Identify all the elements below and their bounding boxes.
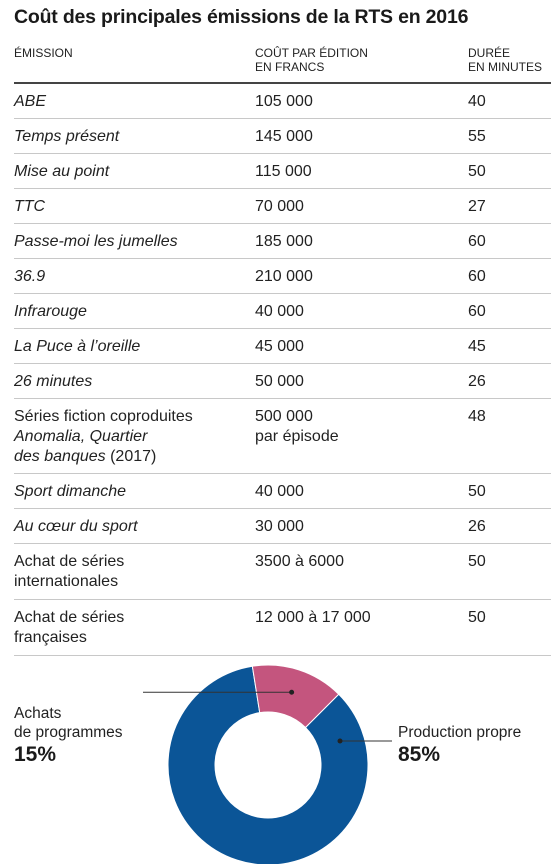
label-production: Production propre [398, 724, 522, 741]
emission-cost: 40 000 [255, 303, 304, 320]
emission-name: 26 minutes [14, 373, 93, 390]
emission-cost: 500 000 par épisode [255, 408, 339, 445]
emission-name: Achat de séries françaises [14, 609, 125, 646]
emission-duration: 26 [468, 373, 486, 390]
pct-production: 85% [398, 743, 441, 766]
pct-achats: 15% [14, 743, 57, 766]
emission-name: La Puce à l’oreille [14, 338, 141, 355]
emission-cost: 3500 à 6000 [255, 553, 344, 570]
table-row: Séries fiction coproduites Anomalia, Qua… [14, 399, 551, 474]
emission-duration: 27 [468, 198, 486, 215]
emission-name: Passe-moi les jumelles [14, 233, 178, 250]
emission-duration: 60 [468, 268, 486, 285]
emission-duration: 55 [468, 128, 486, 145]
emission-duration: 50 [468, 609, 486, 626]
header-rule [14, 82, 551, 84]
table-row: Passe-moi les jumelles 185 000 60 [14, 224, 551, 259]
emission-name: Mise au point [14, 163, 110, 180]
emission-name: ABE [14, 93, 47, 110]
emission-cost: 45 000 [255, 338, 304, 355]
leader-dot-production [337, 738, 343, 744]
emission-cost: 185 000 [255, 233, 313, 250]
emission-name: Achat de séries internationales [14, 553, 125, 590]
table-row: La Puce à l’oreille 45 000 45 [14, 329, 551, 364]
emission-duration: 40 [468, 93, 486, 110]
emission-cost: 105 000 [255, 93, 313, 110]
emission-duration: 45 [468, 338, 486, 355]
emission-cost: 12 000 à 17 000 [255, 609, 371, 626]
emission-cost: 40 000 [255, 483, 304, 500]
cost-table: ABE 105 000 40 Temps présent 145 000 55 … [14, 84, 551, 656]
table-row: TTC 70 000 27 [14, 189, 551, 224]
emission-duration: 50 [468, 553, 486, 570]
emission-name: Au cœur du sport [14, 518, 138, 535]
emission-name: Temps présent [14, 128, 120, 145]
table-row: 26 minutes 50 000 26 [14, 364, 551, 399]
emission-name: Séries fiction coproduites Anomalia, Qua… [14, 408, 193, 465]
header-emission: ÉMISSION [14, 46, 73, 60]
table-row: Mise au point 115 000 50 [14, 154, 551, 189]
table-row: Au cœur du sport 30 000 26 [14, 509, 551, 544]
label-achats: Achats de programmes [14, 705, 123, 741]
emission-duration: 50 [468, 483, 486, 500]
table-row: ABE 105 000 40 [14, 84, 551, 119]
emission-cost: 50 000 [255, 373, 304, 390]
emission-name: Infrarouge [14, 303, 87, 320]
emission-duration: 50 [468, 163, 486, 180]
emission-name: Sport dimanche [14, 483, 127, 500]
emission-cost: 70 000 [255, 198, 304, 215]
table-row: Infrarouge 40 000 60 [14, 294, 551, 329]
emission-duration: 48 [468, 408, 486, 425]
header-duration: DURÉE EN MINUTES [468, 46, 543, 74]
emission-cost: 30 000 [255, 518, 304, 535]
table-row: Sport dimanche 40 000 50 [14, 474, 551, 509]
table-row: Achat de séries françaises 12 000 à 17 0… [14, 600, 551, 656]
emission-duration: 26 [468, 518, 486, 535]
emission-cost: 145 000 [255, 128, 313, 145]
emission-name: 36.9 [14, 268, 46, 285]
emission-cost: 210 000 [255, 268, 313, 285]
page-title: Coût des principales émissions de la RTS… [14, 6, 469, 28]
pie-slice-achats-de-programmes [251, 664, 340, 729]
emission-duration: 60 [468, 233, 486, 250]
leader-dot-achats [289, 689, 295, 695]
table-row: Achat de séries internationales 3500 à 6… [14, 544, 551, 600]
table-row: 36.9 210 000 60 [14, 259, 551, 294]
emission-duration: 60 [468, 303, 486, 320]
header-cost: COÛT PAR ÉDITION EN FRANCS [255, 46, 368, 74]
donut-chart [143, 664, 392, 864]
table-row: Temps présent 145 000 55 [14, 119, 551, 154]
emission-cost: 115 000 [255, 163, 312, 180]
emission-name: TTC [14, 198, 46, 215]
